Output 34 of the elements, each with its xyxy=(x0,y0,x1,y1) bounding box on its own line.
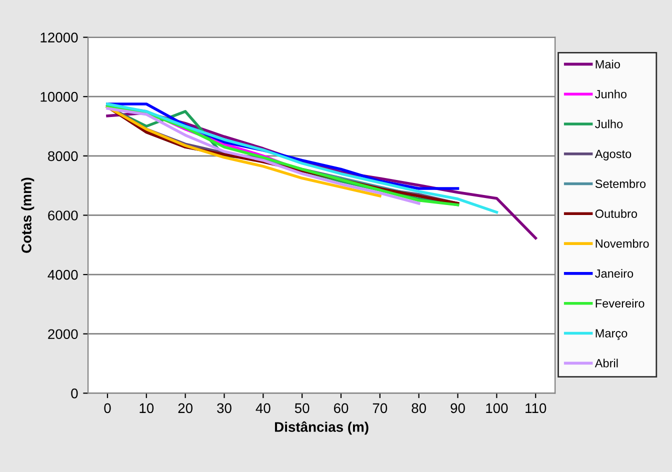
y-tick-label: 0 xyxy=(71,388,78,398)
x-tick-label: 80 xyxy=(412,403,426,414)
x-tick-label: 100 xyxy=(486,403,508,414)
x-tick-label: 90 xyxy=(450,403,465,414)
line-series xyxy=(106,106,382,198)
x-tick-label: 0 xyxy=(104,403,111,414)
x-tick-label: 10 xyxy=(140,403,154,414)
legend-label: Junho xyxy=(595,90,627,98)
y-tick-label: 8000 xyxy=(48,151,78,162)
legend-label: Maio xyxy=(596,60,620,68)
y-tick-label: 4000 xyxy=(48,270,78,280)
legend-label: Janeiro xyxy=(595,269,634,278)
x-tick-label: 60 xyxy=(334,403,348,414)
x-tick-label: 20 xyxy=(178,403,193,414)
y-tick-label: 6000 xyxy=(48,210,78,220)
y-tick-label: 10000 xyxy=(40,92,78,102)
legend-label: Novembro xyxy=(596,239,649,248)
legend-label: Outubro xyxy=(595,209,638,218)
y-tick-label: 12000 xyxy=(40,32,78,42)
y-axis-title: Cotas (mm) xyxy=(21,178,34,253)
legend-label: Abril xyxy=(594,358,618,368)
legend-label: Agosto xyxy=(594,150,632,160)
x-tick-label: 40 xyxy=(256,403,270,414)
legend-label: Março xyxy=(596,329,628,340)
legend-label: Julho xyxy=(595,120,623,128)
y-tick-label: 2000 xyxy=(48,329,78,340)
x-tick-label: 50 xyxy=(294,403,310,414)
x-axis-title: Distâncias (m) xyxy=(275,421,368,435)
legend-label: Setembro xyxy=(595,179,646,188)
x-tick-label: 110 xyxy=(526,403,546,414)
x-tick-label: 30 xyxy=(217,403,232,414)
x-tick-label: 70 xyxy=(372,403,388,414)
line-series xyxy=(106,102,498,214)
legend-label: Fevereiro xyxy=(596,298,644,308)
